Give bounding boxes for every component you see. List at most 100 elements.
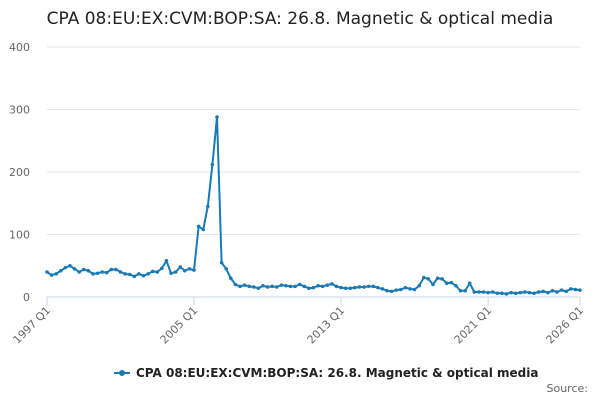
data-point — [536, 290, 541, 294]
data-point — [192, 268, 196, 272]
data-point — [173, 270, 178, 274]
data-point — [251, 285, 256, 289]
data-point — [123, 272, 127, 276]
data-point — [440, 277, 444, 281]
data-point — [109, 267, 114, 272]
data-point — [376, 285, 380, 290]
data-point — [316, 283, 320, 288]
data-point — [330, 282, 334, 286]
data-point — [150, 269, 155, 274]
x-tick-label: 2013 Q1 — [305, 304, 348, 347]
data-point — [555, 290, 559, 294]
data-point — [399, 287, 403, 292]
data-point — [160, 266, 164, 271]
data-point — [380, 287, 385, 291]
data-point — [63, 265, 68, 270]
data-point — [141, 273, 146, 278]
data-point — [297, 282, 302, 287]
data-point — [339, 285, 343, 290]
x-tick-label: 2021 Q1 — [452, 304, 495, 347]
data-point — [389, 289, 394, 294]
data-point — [288, 284, 293, 289]
data-point — [421, 275, 426, 280]
data-point — [219, 260, 224, 265]
data-point — [532, 291, 536, 296]
y-tick-label: 200 — [9, 166, 30, 179]
data-point — [247, 284, 251, 289]
data-point — [320, 284, 325, 289]
data-point — [279, 283, 284, 287]
data-point — [578, 288, 582, 292]
data-point — [518, 290, 523, 295]
data-point — [311, 285, 316, 290]
y-tick-label: 400 — [9, 41, 30, 54]
data-point — [49, 273, 54, 277]
data-point — [238, 284, 242, 289]
data-point — [458, 288, 463, 293]
data-point — [81, 267, 86, 272]
data-point — [334, 284, 339, 289]
data-point — [118, 270, 123, 274]
data-point — [573, 287, 578, 292]
data-point — [454, 283, 458, 288]
data-point — [325, 283, 330, 287]
data-point — [155, 270, 160, 274]
data-point — [137, 272, 141, 276]
data-point — [412, 287, 417, 292]
data-point — [472, 290, 477, 294]
data-point — [72, 267, 77, 271]
y-tick-label: 300 — [9, 104, 30, 117]
data-point — [362, 285, 366, 289]
data-point — [215, 115, 219, 119]
data-point — [146, 272, 150, 276]
chart-title: CPA 08:EU:EX:CVM:BOP:SA: 26.8. Magnetic … — [47, 9, 554, 29]
legend-label: CPA 08:EU:EX:CVM:BOP:SA: 26.8. Magnetic … — [136, 366, 538, 380]
data-point — [265, 285, 270, 289]
data-point — [500, 291, 504, 296]
data-point — [210, 162, 215, 167]
data-point — [426, 277, 431, 281]
data-point — [366, 284, 371, 289]
data-point — [284, 283, 288, 288]
data-point — [403, 285, 408, 290]
data-point — [343, 286, 348, 291]
data-point — [77, 270, 81, 274]
data-point — [385, 288, 389, 293]
data-point — [541, 289, 546, 294]
legend-marker — [119, 370, 125, 376]
data-point — [357, 285, 362, 289]
data-point — [201, 227, 206, 232]
data-point — [417, 283, 421, 288]
data-point — [559, 288, 564, 292]
y-tick-label: 0 — [23, 291, 30, 304]
data-point — [261, 283, 265, 288]
x-tick-label: 2026 Q1 — [544, 304, 587, 347]
data-point — [302, 284, 307, 289]
source: Source: — [547, 382, 589, 395]
data-point — [274, 285, 279, 289]
data-point — [270, 284, 274, 289]
data-point — [371, 284, 376, 289]
data-point — [224, 267, 228, 271]
data-point — [114, 267, 118, 272]
data-point — [408, 287, 412, 291]
x-tick-label: 1997 Q1 — [11, 304, 54, 347]
data-point — [490, 290, 495, 294]
y-tick-label: 100 — [9, 229, 30, 242]
data-point — [68, 263, 72, 268]
data-point — [307, 286, 311, 291]
data-point — [394, 288, 399, 292]
data-point — [164, 258, 169, 263]
data-point — [169, 271, 173, 276]
data-point — [463, 288, 467, 293]
data-point — [523, 290, 527, 294]
data-point — [45, 270, 49, 274]
data-point — [486, 290, 490, 295]
data-point — [242, 283, 247, 287]
data-point — [206, 204, 210, 209]
data-point — [435, 276, 440, 281]
data-point — [132, 274, 137, 279]
data-point — [95, 271, 100, 276]
data-point — [293, 284, 297, 289]
